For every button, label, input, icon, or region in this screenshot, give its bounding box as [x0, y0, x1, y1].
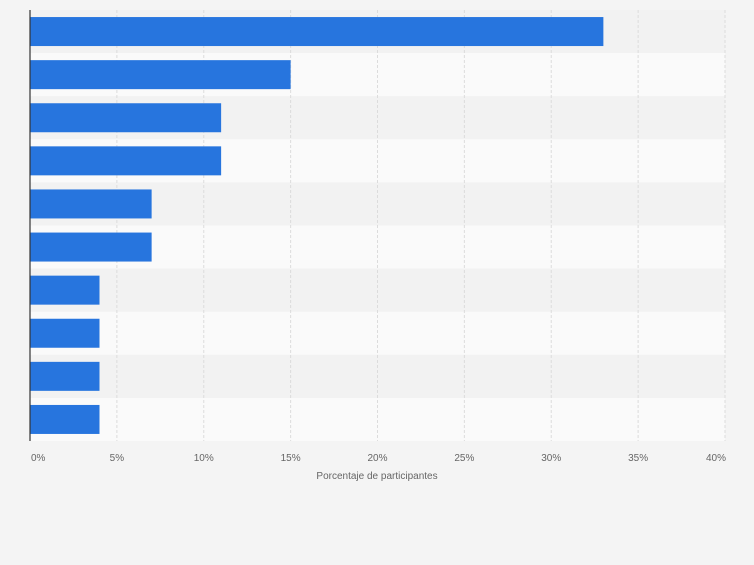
bar[interactable]	[30, 361, 100, 391]
bar[interactable]	[30, 275, 100, 305]
x-tick-label: 30%	[541, 453, 561, 464]
x-tick-label: 15%	[281, 453, 301, 464]
bar[interactable]	[30, 189, 152, 219]
x-tick-label: 5%	[110, 453, 125, 464]
bar[interactable]	[30, 103, 222, 133]
x-axis-ticks: 0% 5% 10% 15% 20% 25% 30% 35% 40%	[31, 453, 726, 464]
bar[interactable]	[30, 232, 152, 262]
x-tick-label: 0%	[31, 453, 46, 464]
bar[interactable]	[30, 404, 100, 434]
x-tick-label: 35%	[628, 453, 648, 464]
x-tick-label: 40%	[706, 453, 726, 464]
bar[interactable]	[30, 60, 291, 90]
bars	[30, 17, 604, 434]
bar[interactable]	[30, 146, 222, 176]
row-band	[30, 397, 725, 441]
x-axis-label: Porcentaje de participantes	[316, 471, 437, 482]
bar[interactable]	[30, 17, 604, 47]
x-tick-label: 20%	[367, 453, 387, 464]
x-tick-label: 10%	[194, 453, 214, 464]
x-tick-label: 25%	[454, 453, 474, 464]
bar[interactable]	[30, 318, 100, 348]
row-band	[30, 311, 725, 355]
